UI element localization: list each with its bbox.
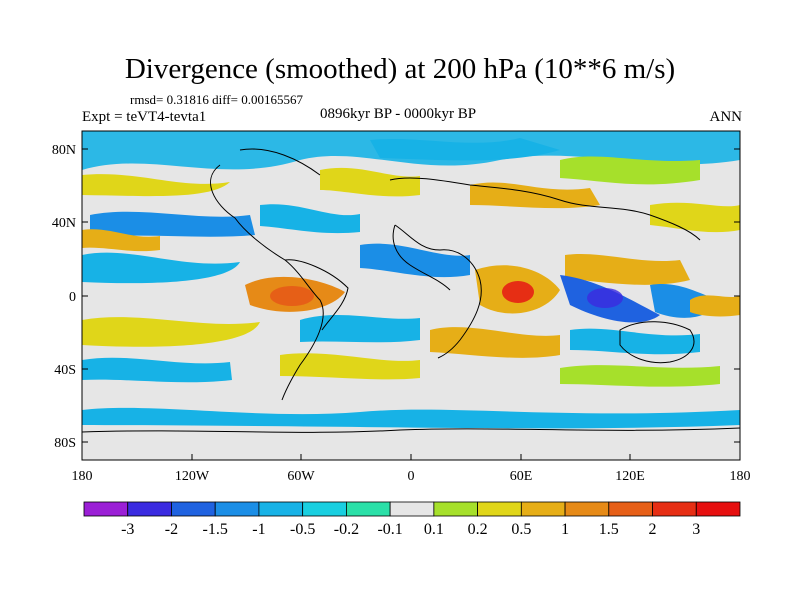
colorbar-swatch xyxy=(433,501,478,517)
contour-south-indian-positive xyxy=(430,327,560,358)
colorbar-swatch xyxy=(477,501,522,517)
colorbar-swatch xyxy=(83,501,129,517)
stats-line: rmsd= 0.31816 diff= 0.00165567 xyxy=(130,92,303,107)
contour-eurasia-north-negative xyxy=(370,138,560,161)
lat-tick-80s: 80S xyxy=(54,436,76,451)
contour-southern-indian-positive xyxy=(560,365,720,387)
contour-pacific-north-positive xyxy=(82,174,230,197)
lon-tick-180e: 180 xyxy=(730,469,751,484)
colorbar-label: 1.5 xyxy=(599,521,619,538)
colorbar-label: -0.2 xyxy=(334,521,359,538)
divergence-field xyxy=(82,131,740,429)
colorbar-label: -1 xyxy=(252,521,265,538)
coastline-eurasia xyxy=(389,177,701,241)
contour-southern-ocean-negative xyxy=(82,357,232,383)
coastline-antarctica xyxy=(82,427,740,433)
coastline-south-america-east xyxy=(284,259,349,331)
colorbar-swatch xyxy=(302,501,347,517)
coastline-australia xyxy=(619,321,695,364)
coastline-africa xyxy=(394,224,482,359)
lat-tick-labels: 80N 40N 0 40S 80S xyxy=(52,143,76,451)
colorbar-label: 2 xyxy=(649,521,657,538)
colorbar-swatch xyxy=(258,501,304,517)
colorbar xyxy=(83,501,741,517)
colorbar-swatch xyxy=(127,501,172,517)
colorbar-swatch xyxy=(608,501,653,517)
colorbar-swatch xyxy=(389,501,435,517)
coastline-americas xyxy=(210,164,324,401)
contour-south-pacific-positive xyxy=(82,317,260,347)
colorbar-label: 0.5 xyxy=(511,521,531,538)
plot-title: Divergence (smoothed) at 200 hPa (10**6 … xyxy=(124,53,676,85)
coastline-greenland xyxy=(239,148,321,176)
lon-tick-120e: 120E xyxy=(615,469,645,484)
colorbar-swatch xyxy=(345,501,391,517)
map-ticks xyxy=(81,148,741,460)
lat-tick-80n: 80N xyxy=(52,143,76,158)
colorbar-swatch xyxy=(564,501,610,517)
lon-tick-120w: 120W xyxy=(175,469,210,484)
contour-south-atlantic-negative xyxy=(300,315,420,343)
lon-tick-180w: 180 xyxy=(72,469,93,484)
contour-npacific-east-positive xyxy=(650,202,740,233)
colorbar-label: -1.5 xyxy=(203,521,228,538)
colorbar-label: -0.5 xyxy=(290,521,315,538)
lat-tick-40n: 40N xyxy=(52,216,76,231)
contour-australia-south-negative xyxy=(570,328,700,355)
colorbar-label: 0.2 xyxy=(468,521,488,538)
colorbar-swatch xyxy=(520,501,566,517)
experiment-label: Expt = teVT4-tevta1 xyxy=(82,109,207,125)
season-label: ANN xyxy=(709,109,743,125)
colorbar-label: 3 xyxy=(692,521,700,538)
coastlines xyxy=(82,148,740,433)
contour-america-30n-negative xyxy=(260,204,360,234)
lon-tick-0: 0 xyxy=(408,469,415,484)
contour-atlantic-north-positive xyxy=(320,167,420,197)
contour-pacific-30n-negative xyxy=(90,211,255,238)
lon-tick-60w: 60W xyxy=(287,469,315,484)
lat-tick-0: 0 xyxy=(69,290,76,305)
contour-amazon-core xyxy=(270,286,314,306)
colorbar-label: -2 xyxy=(165,521,178,538)
colorbar-label: 0.1 xyxy=(424,521,444,538)
colorbar-swatch xyxy=(695,501,741,517)
colorbar-swatch xyxy=(652,501,697,517)
colorbar-labels: -3 -2 -1.5 -1 -0.5 -0.2 -0.1 0.1 0.2 0.5 1 1.5 2 3 xyxy=(121,521,700,538)
contour-central-pacific-positive xyxy=(690,295,740,317)
lat-tick-40s: 40S xyxy=(54,363,76,378)
contour-southern-atlantic-positive xyxy=(280,353,420,380)
colorbar-swatch xyxy=(214,501,260,517)
contour-east-africa-max xyxy=(502,281,534,303)
period-label: 0896kyr BP - 0000kyr BP xyxy=(320,106,477,122)
contour-pacific-west-positive xyxy=(82,229,160,252)
contour-siberia-positive xyxy=(560,156,700,185)
lon-tick-60e: 60E xyxy=(510,469,533,484)
contour-antarctic-negative xyxy=(82,407,740,429)
colorbar-swatch xyxy=(171,501,216,517)
contour-india-positive xyxy=(565,253,690,285)
colorbar-label: -3 xyxy=(121,521,134,538)
colorbar-label: 1 xyxy=(561,521,569,538)
contour-africa-north-negative xyxy=(360,243,470,278)
contour-pacific-tropic-negative xyxy=(82,252,240,284)
contour-indonesia-strong-negative xyxy=(587,288,623,308)
colorbar-label: -0.1 xyxy=(377,521,402,538)
lon-tick-labels: 180 120W 60W 0 60E 120E 180 xyxy=(72,469,751,484)
coastline-west-africa xyxy=(392,224,451,291)
